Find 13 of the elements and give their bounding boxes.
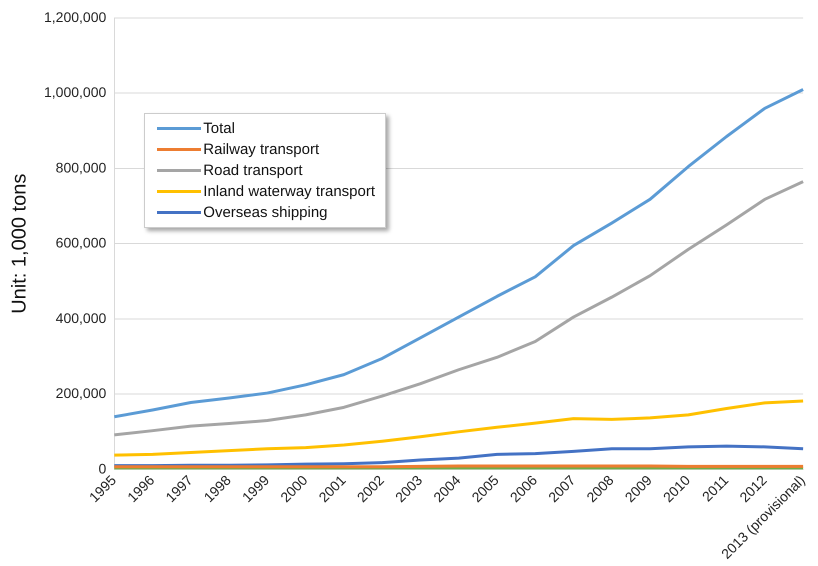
legend-label: Road transport xyxy=(203,162,303,179)
y-tick-label: 1,200,000 xyxy=(44,8,106,25)
y-tick-label: 600,000 xyxy=(56,234,106,251)
y-axis-title: Unit: 1,000 tons xyxy=(8,174,31,314)
y-tick-label: 800,000 xyxy=(56,159,106,176)
y-tick-label: 200,000 xyxy=(56,385,106,402)
legend-label: Overseas shipping xyxy=(203,204,328,221)
y-tick-label: 0 xyxy=(98,460,106,476)
y-tick-label: 1,000,000 xyxy=(44,84,106,100)
legend-label: Railway transport xyxy=(203,141,320,158)
y-tick-label: 400,000 xyxy=(56,310,106,326)
legend-label: Inland waterway transport xyxy=(203,183,376,200)
legend-label: Total xyxy=(203,120,235,137)
